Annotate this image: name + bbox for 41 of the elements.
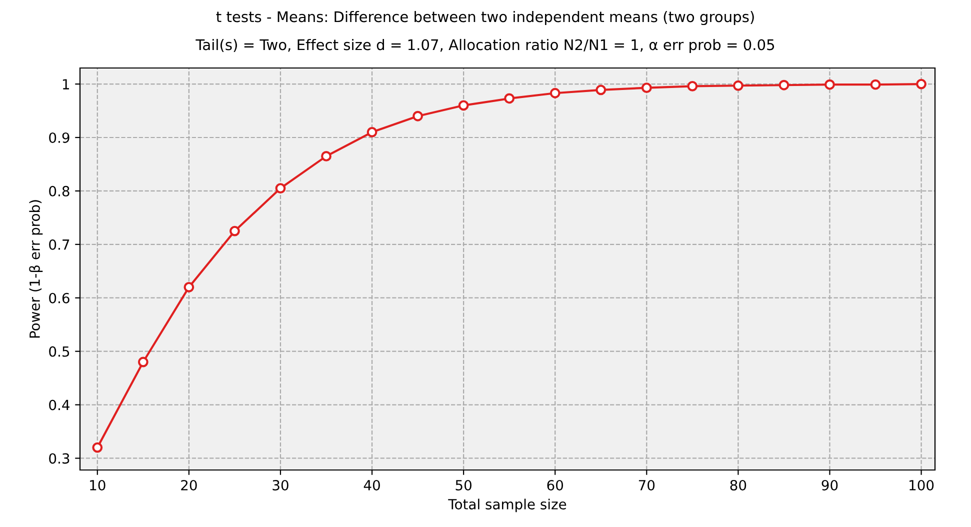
y-tick-label: 0.6 [49, 292, 70, 304]
x-tick-label: 30 [272, 480, 288, 490]
point [138, 356, 148, 368]
point [92, 442, 103, 453]
x-tick-label: 60 [547, 480, 564, 490]
y-tick-label: 0.7 [49, 239, 70, 250]
x-tick-label: 70 [638, 480, 655, 490]
point [596, 84, 606, 96]
point [732, 80, 744, 91]
y-tick-label: 0.4 [49, 400, 70, 410]
x-tick-label: 50 [456, 480, 472, 490]
point [458, 100, 469, 111]
point [916, 78, 926, 90]
point [641, 82, 652, 93]
point [870, 79, 881, 90]
chart-subtitle: Tail(s) = Two, Effect size d = 1.07, Allocation ratio N2/N1 = 1, α err prob = 0.05 [196, 38, 774, 54]
y-tick-label: 0.9 [49, 132, 70, 143]
point [504, 93, 515, 104]
chart-title: t tests - Means: Difference between two independent means (two groups) [216, 10, 754, 26]
point [550, 88, 560, 98]
x-tick-label: 40 [364, 480, 380, 490]
y-tick-label: 0.3 [49, 453, 70, 464]
point [687, 80, 698, 92]
x-tick-label: 90 [822, 480, 838, 490]
y-tick-label: 1 [62, 79, 69, 90]
x-tick-label: 20 [181, 480, 197, 490]
point [412, 110, 423, 122]
point [366, 126, 378, 138]
y-axis-title: Power (1-β err prob) [29, 200, 43, 338]
y-tick-label: 0.5 [49, 346, 70, 357]
point [824, 79, 835, 90]
x-tick-label: 80 [730, 480, 746, 490]
y-tick-label: 0.8 [49, 186, 70, 196]
point [321, 150, 332, 162]
point [275, 183, 286, 194]
point [778, 80, 790, 90]
point [229, 226, 240, 236]
point [184, 282, 194, 292]
x-axis-title: Total sample size [448, 498, 566, 512]
x-tick-label: 100 [910, 480, 934, 490]
x-tick-label: 10 [90, 480, 106, 490]
